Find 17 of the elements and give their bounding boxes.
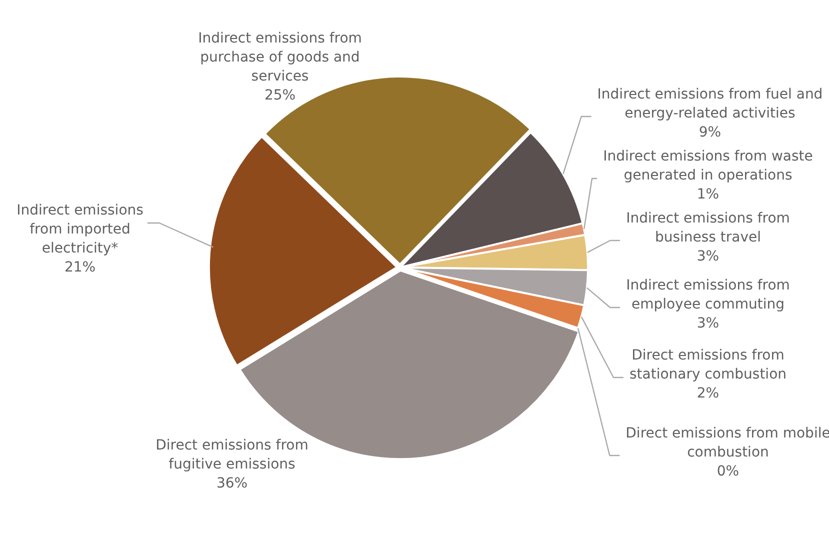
data-label: 36% <box>216 476 248 492</box>
slice-label: Indirect emissions from imported electricity* <box>16 202 144 257</box>
data-label: 21% <box>64 260 96 276</box>
slice-label: Indirect emissions from waste generated in operations <box>603 148 813 184</box>
text: 0% <box>716 464 740 480</box>
data-label: 25% <box>264 88 296 104</box>
slice-label: Direct emissions from stationary combustion <box>629 348 787 383</box>
slice-label: Indirect emissions from employee commuting <box>626 278 790 313</box>
slice-label: Indirect emissions from fuel and energy-related activities <box>597 86 823 122</box>
slice-label: Indirect emissions from business travel <box>626 210 790 246</box>
slice-label: Indirect emissions from purchase of goods and services <box>198 30 362 85</box>
data-label: 1% <box>696 186 720 203</box>
data-label: 3% <box>696 316 720 332</box>
slice-label: Direct emissions from fugitive emissions <box>156 438 308 473</box>
data-label: 9% <box>698 124 722 141</box>
data-label: 2% <box>696 386 720 402</box>
data-label: 3% <box>696 248 720 265</box>
